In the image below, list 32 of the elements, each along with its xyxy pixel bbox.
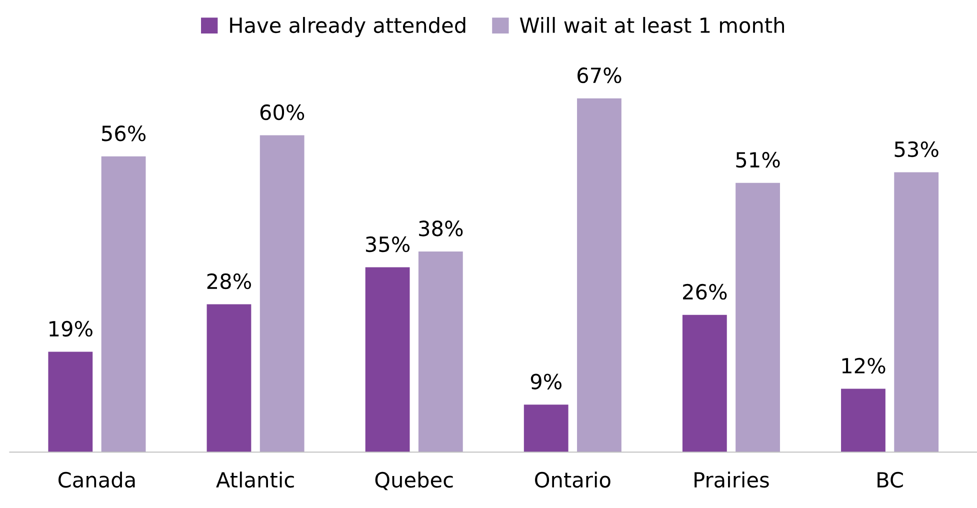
bar	[524, 404, 568, 452]
bar	[682, 314, 727, 452]
bar	[894, 172, 939, 452]
data-label: 56%	[102, 126, 146, 142]
bar	[260, 135, 304, 452]
bar	[365, 267, 410, 452]
data-label: 67%	[578, 67, 622, 84]
data-label: 28%	[207, 273, 251, 290]
bar	[48, 352, 93, 452]
bar	[736, 182, 780, 452]
bar	[577, 98, 622, 452]
data-label: 9%	[530, 374, 562, 390]
x-tick-label: Canada	[58, 472, 135, 488]
data-label: 60%	[260, 104, 304, 120]
data-label: 38%	[419, 220, 463, 236]
x-tick-label: BC	[878, 472, 903, 488]
x-tick-label: Atlantic	[216, 472, 294, 488]
bar	[418, 251, 463, 452]
bar	[206, 304, 252, 452]
x-tick-label: Prairies	[694, 472, 769, 488]
bar	[841, 388, 886, 452]
x-tick-label: Quebec	[375, 472, 453, 490]
data-label: 26%	[683, 284, 727, 300]
data-label: 35%	[366, 236, 410, 252]
legend-label: Will wait at least 1 month	[520, 16, 784, 34]
data-label: 53%	[894, 141, 938, 158]
data-label: 19%	[50, 320, 92, 337]
legend-label: Have already attended	[230, 16, 466, 38]
x-tick-label: Ontario	[535, 472, 610, 488]
data-label: 12%	[842, 358, 886, 374]
bar	[101, 156, 146, 452]
data-label: 51%	[736, 152, 780, 168]
